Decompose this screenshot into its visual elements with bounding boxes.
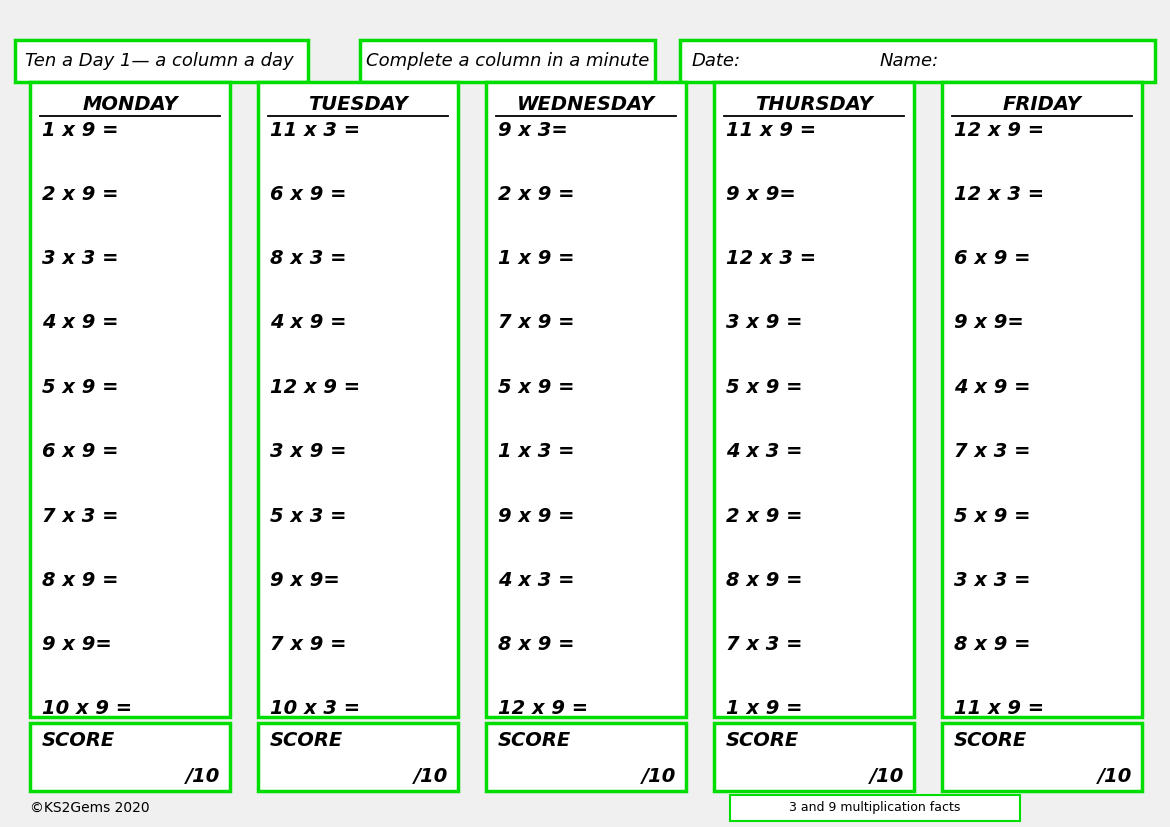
Text: 3 x 3 =: 3 x 3 = — [42, 249, 118, 268]
Text: THURSDAY: THURSDAY — [755, 94, 873, 113]
Text: /10: /10 — [414, 767, 448, 786]
Text: 1 x 9 =: 1 x 9 = — [42, 121, 118, 140]
Text: 8 x 9 =: 8 x 9 = — [42, 571, 118, 590]
Text: 8 x 9 =: 8 x 9 = — [954, 635, 1031, 654]
Text: SCORE: SCORE — [727, 732, 799, 750]
Text: 3 x 9 =: 3 x 9 = — [727, 313, 803, 332]
Text: 7 x 3 =: 7 x 3 = — [954, 442, 1031, 461]
FancyBboxPatch shape — [259, 723, 457, 791]
Text: 7 x 9 =: 7 x 9 = — [498, 313, 574, 332]
FancyBboxPatch shape — [486, 82, 686, 717]
Text: 3 and 9 multiplication facts: 3 and 9 multiplication facts — [790, 801, 961, 815]
Text: Ten a Day 1— a column a day: Ten a Day 1— a column a day — [25, 52, 294, 70]
Text: 11 x 3 =: 11 x 3 = — [270, 121, 360, 140]
Text: 9 x 9=: 9 x 9= — [727, 184, 796, 203]
Text: 6 x 9 =: 6 x 9 = — [42, 442, 118, 461]
Text: 5 x 9 =: 5 x 9 = — [954, 506, 1031, 525]
Text: /10: /10 — [186, 767, 220, 786]
Text: 12 x 3 =: 12 x 3 = — [727, 249, 817, 268]
Text: Name:: Name: — [880, 52, 938, 70]
Text: 9 x 9=: 9 x 9= — [42, 635, 112, 654]
FancyBboxPatch shape — [30, 723, 230, 791]
Text: 4 x 3 =: 4 x 3 = — [727, 442, 803, 461]
FancyBboxPatch shape — [942, 723, 1142, 791]
Text: 1 x 9 =: 1 x 9 = — [727, 700, 803, 719]
Text: /10: /10 — [641, 767, 676, 786]
Text: SCORE: SCORE — [498, 732, 571, 750]
Text: 6 x 9 =: 6 x 9 = — [954, 249, 1031, 268]
Text: 4 x 9 =: 4 x 9 = — [270, 313, 346, 332]
FancyBboxPatch shape — [730, 795, 1020, 821]
Text: /10: /10 — [869, 767, 904, 786]
Text: 4 x 3 =: 4 x 3 = — [498, 571, 574, 590]
Text: 8 x 9 =: 8 x 9 = — [498, 635, 574, 654]
Text: 12 x 9 =: 12 x 9 = — [954, 121, 1044, 140]
Text: 2 x 9 =: 2 x 9 = — [42, 184, 118, 203]
FancyBboxPatch shape — [714, 82, 914, 717]
Text: 10 x 3 =: 10 x 3 = — [270, 700, 360, 719]
FancyBboxPatch shape — [714, 723, 914, 791]
Text: 4 x 9 =: 4 x 9 = — [954, 378, 1031, 397]
Text: 5 x 9 =: 5 x 9 = — [727, 378, 803, 397]
Text: SCORE: SCORE — [954, 732, 1027, 750]
Text: 9 x 3=: 9 x 3= — [498, 121, 567, 140]
FancyBboxPatch shape — [259, 82, 457, 717]
Text: 7 x 9 =: 7 x 9 = — [270, 635, 346, 654]
Text: 2 x 9 =: 2 x 9 = — [727, 506, 803, 525]
Text: 11 x 9 =: 11 x 9 = — [954, 700, 1044, 719]
Text: TUESDAY: TUESDAY — [308, 94, 408, 113]
Text: 1 x 3 =: 1 x 3 = — [498, 442, 574, 461]
Text: /10: /10 — [1097, 767, 1133, 786]
Text: FRIDAY: FRIDAY — [1003, 94, 1081, 113]
Text: 7 x 3 =: 7 x 3 = — [42, 506, 118, 525]
FancyBboxPatch shape — [360, 40, 655, 82]
Text: 5 x 3 =: 5 x 3 = — [270, 506, 346, 525]
Text: 12 x 3 =: 12 x 3 = — [954, 184, 1044, 203]
Text: 4 x 9 =: 4 x 9 = — [42, 313, 118, 332]
FancyBboxPatch shape — [30, 82, 230, 717]
FancyBboxPatch shape — [15, 40, 308, 82]
FancyBboxPatch shape — [942, 82, 1142, 717]
FancyBboxPatch shape — [680, 40, 1155, 82]
Text: Date:: Date: — [691, 52, 741, 70]
Text: 2 x 9 =: 2 x 9 = — [498, 184, 574, 203]
Text: 6 x 9 =: 6 x 9 = — [270, 184, 346, 203]
Text: WEDNESDAY: WEDNESDAY — [517, 94, 655, 113]
Text: 9 x 9 =: 9 x 9 = — [498, 506, 574, 525]
Text: 11 x 9 =: 11 x 9 = — [727, 121, 817, 140]
Text: 8 x 9 =: 8 x 9 = — [727, 571, 803, 590]
Text: 5 x 9 =: 5 x 9 = — [498, 378, 574, 397]
Text: SCORE: SCORE — [270, 732, 343, 750]
Text: 9 x 9=: 9 x 9= — [954, 313, 1024, 332]
Text: 8 x 3 =: 8 x 3 = — [270, 249, 346, 268]
Text: 9 x 9=: 9 x 9= — [270, 571, 339, 590]
Text: Complete a column in a minute: Complete a column in a minute — [366, 52, 649, 70]
Text: 1 x 9 =: 1 x 9 = — [498, 249, 574, 268]
Text: 10 x 9 =: 10 x 9 = — [42, 700, 132, 719]
Text: 7 x 3 =: 7 x 3 = — [727, 635, 803, 654]
Text: MONDAY: MONDAY — [82, 94, 178, 113]
FancyBboxPatch shape — [486, 723, 686, 791]
Text: 3 x 3 =: 3 x 3 = — [954, 571, 1031, 590]
Text: 3 x 9 =: 3 x 9 = — [270, 442, 346, 461]
Text: 5 x 9 =: 5 x 9 = — [42, 378, 118, 397]
Text: SCORE: SCORE — [42, 732, 116, 750]
Text: ©KS2Gems 2020: ©KS2Gems 2020 — [30, 801, 150, 815]
Text: 12 x 9 =: 12 x 9 = — [270, 378, 360, 397]
Text: 12 x 9 =: 12 x 9 = — [498, 700, 589, 719]
